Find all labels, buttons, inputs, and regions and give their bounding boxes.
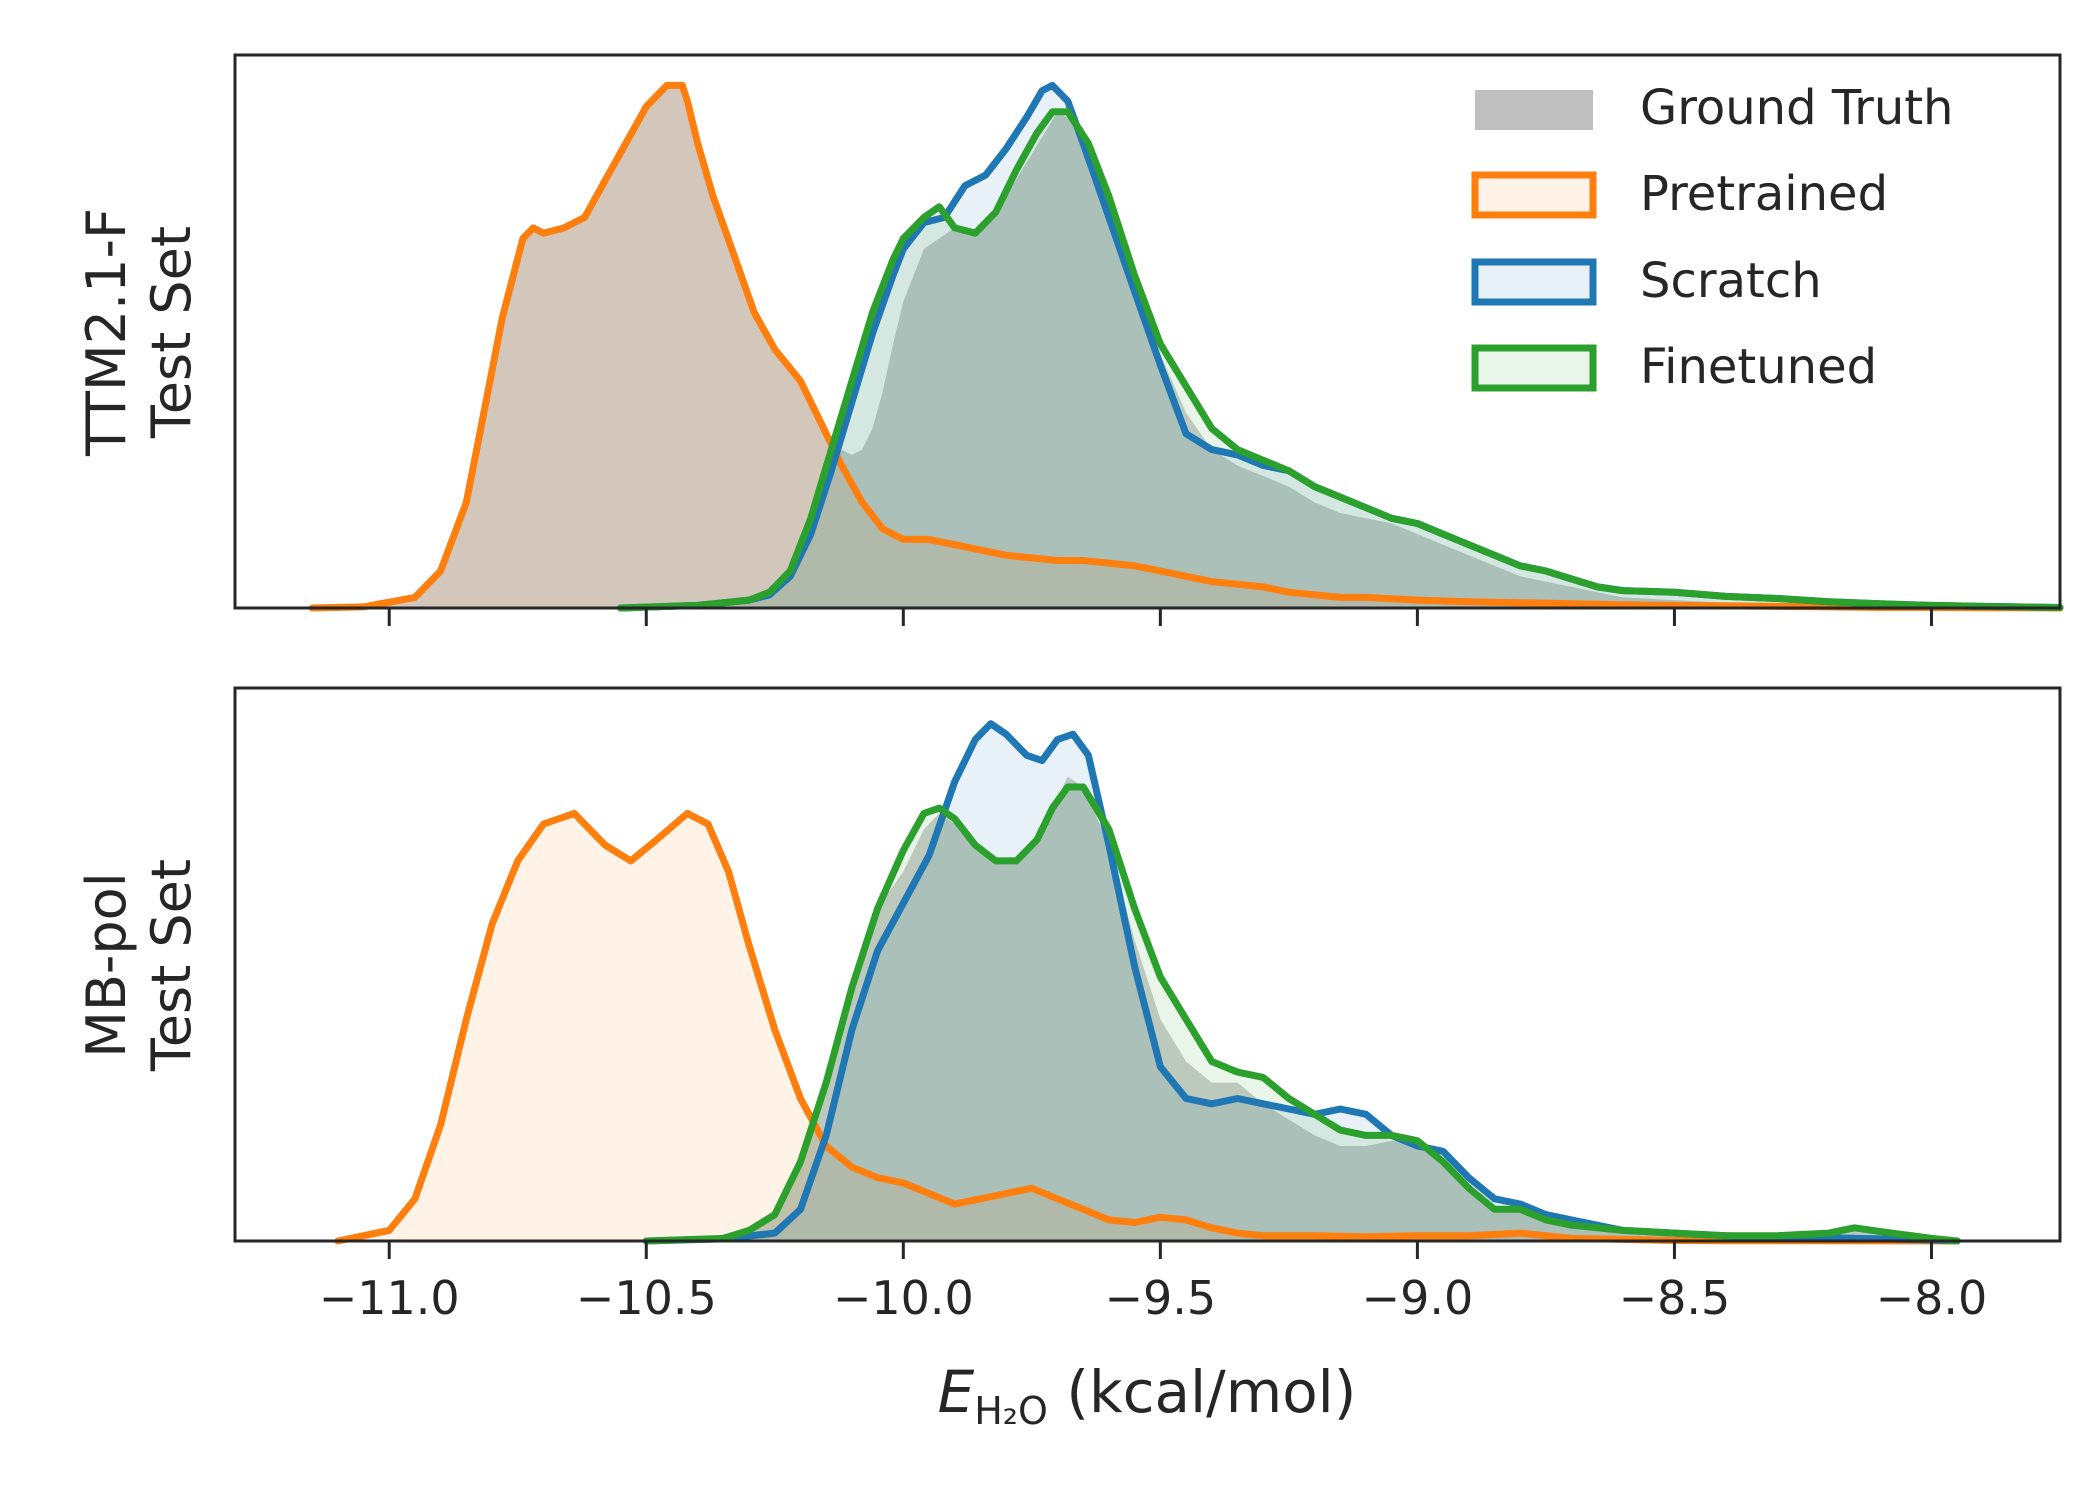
top-panel-pretrained-fill	[312, 85, 2061, 608]
x-axis-label: EH₂O (kcal/mol)	[938, 1358, 1357, 1433]
top-panel-ylabel-line2: Test Set	[140, 226, 203, 439]
legend-swatch-scratch	[1471, 258, 1597, 306]
legend-swatch-pretrained	[1471, 171, 1597, 219]
top-panel-finetuned-fill	[620, 111, 2060, 609]
x-tick-label: −10.0	[833, 1271, 974, 1325]
top-panel-finetuned-line	[617, 108, 2064, 612]
bottom-panel-finetuned-line	[642, 783, 1961, 1245]
top-panel-pretrained-line	[308, 81, 2064, 612]
x-tick-label: −10.5	[576, 1271, 717, 1325]
bottom-panel-pretrained-fill	[337, 813, 1958, 1241]
x-tick-label: −8.0	[1876, 1271, 1988, 1325]
top-panel-ground-truth-fill	[312, 85, 2061, 608]
legend-label-finetuned: Finetuned	[1640, 339, 1877, 395]
bottom-panel-pretrained-line	[334, 809, 1961, 1245]
x-tick-label: −8.5	[1619, 1271, 1731, 1325]
bottom-panel-ground-truth-fill	[620, 776, 1958, 1241]
x-axis-label-unit: (kcal/mol)	[1048, 1358, 1356, 1426]
top-panel-scratch-fill	[620, 85, 2060, 608]
legend-swatch-ground-truth	[1475, 90, 1593, 130]
x-axis-label-subscript: H₂O	[974, 1389, 1048, 1433]
bottom-panel-finetuned-fill	[646, 787, 1958, 1241]
bottom-panel-ylabel-line1: MB-pol	[75, 872, 138, 1057]
bottom-panel-scratch-fill	[646, 723, 1958, 1241]
legend-label-scratch: Scratch	[1640, 253, 1822, 309]
legend-label-ground-truth: Ground Truth	[1640, 80, 1953, 136]
x-tick-label: −9.0	[1362, 1271, 1474, 1325]
top-panel-series	[308, 81, 2064, 612]
legend-label-pretrained: Pretrained	[1640, 166, 1888, 222]
top-panel-x-ticks	[387, 608, 1933, 626]
bottom-panel-series	[334, 720, 1961, 1245]
x-axis-label-symbol: E	[938, 1358, 975, 1426]
bottom-panel-frame	[233, 686, 2062, 1243]
x-tick-label: −11.0	[319, 1271, 460, 1325]
legend: Ground Truth Pretrained Scratch Finetune…	[1471, 80, 1953, 395]
bottom-panel: −11.0 −10.5 −10.0 −9.5 −9.0 −8.5 −8.0 MB-pol T…	[75, 686, 2062, 1325]
bottom-panel-x-ticks: −11.0 −10.5 −10.0 −9.5 −9.0 −8.5 −8.0	[319, 1241, 1988, 1325]
top-panel: TTM2.1-F Test Set Ground Truth Pretraine…	[75, 53, 2064, 626]
legend-swatch-finetuned	[1471, 344, 1597, 392]
x-tick-label: −9.5	[1105, 1271, 1217, 1325]
top-panel-frame	[233, 53, 2062, 610]
bottom-panel-ylabel-line2: Test Set	[140, 859, 203, 1072]
top-panel-ylabel-line1: TTM2.1-F	[75, 208, 138, 457]
